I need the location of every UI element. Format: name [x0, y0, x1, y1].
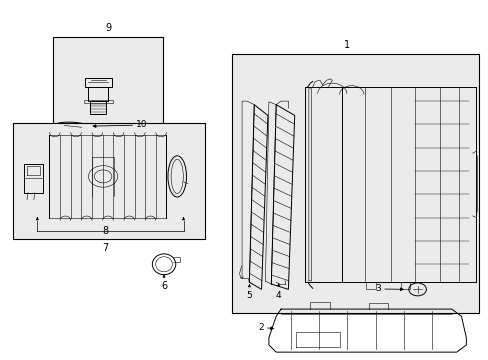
Text: 2: 2: [258, 323, 264, 332]
Text: 3: 3: [374, 284, 380, 293]
Bar: [53, 37, 163, 139]
Text: 1: 1: [343, 40, 349, 50]
Bar: [83, 100, 113, 103]
Bar: [84, 78, 111, 87]
Text: 8: 8: [102, 226, 108, 236]
Text: 6: 6: [161, 282, 167, 292]
Bar: [88, 87, 108, 101]
Bar: [13, 123, 205, 239]
Text: 5: 5: [246, 291, 252, 300]
Bar: [90, 101, 106, 114]
Text: 7: 7: [102, 243, 108, 253]
Text: 9: 9: [105, 23, 111, 33]
Text: 10: 10: [136, 120, 147, 129]
Text: 4: 4: [275, 291, 281, 300]
Bar: [232, 54, 478, 313]
